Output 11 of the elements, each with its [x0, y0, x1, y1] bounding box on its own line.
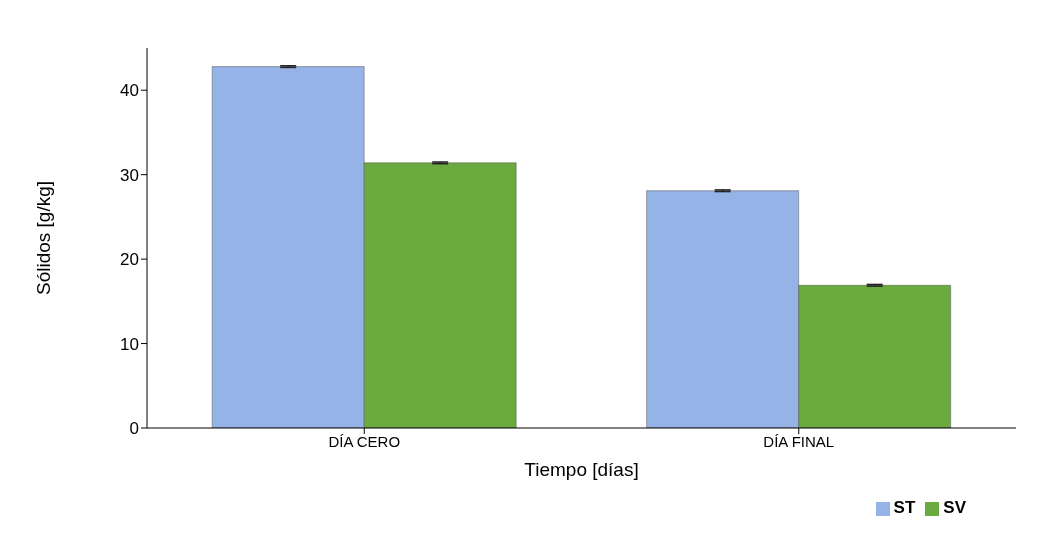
y-tick-label: 0: [129, 419, 139, 439]
x-tick-label: DÍA FINAL: [763, 432, 835, 450]
x-axis-title: Tiempo [días]: [524, 459, 639, 480]
legend-label: ST: [893, 498, 916, 517]
y-tick-label: 10: [120, 334, 139, 354]
y-axis-title: Sólidos [g/kg]: [32, 180, 54, 296]
y-tick-label: 20: [120, 250, 139, 270]
y-tick-label: 30: [120, 165, 139, 185]
y-tick-label: 40: [120, 81, 139, 101]
x-tick-label: DÍA CERO: [328, 432, 401, 450]
legend-label: SV: [943, 498, 966, 517]
